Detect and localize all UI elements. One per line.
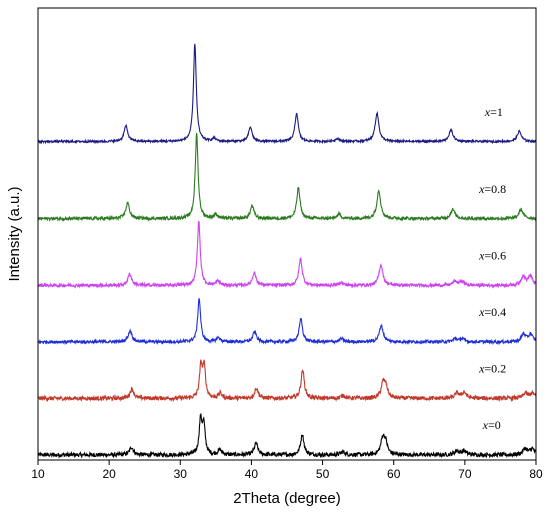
plot-frame <box>37 7 537 461</box>
series-line-1 <box>37 359 537 403</box>
series-label-value: =0.2 <box>484 362 506 376</box>
series-labels: x=0x=0.2x=0.4x=0.6x=0.8x=1 <box>478 105 506 432</box>
series-label-value: =0.8 <box>484 182 506 196</box>
x-tick-label: 10 <box>31 467 45 481</box>
series-line-2 <box>37 298 537 346</box>
series-label-var: x <box>478 305 485 319</box>
series-label-var: x <box>484 105 491 119</box>
series-label-5: x=1 <box>484 105 503 119</box>
series-line-3 <box>37 220 537 289</box>
x-tick-label: 70 <box>458 467 472 481</box>
series-label-0: x=0 <box>482 418 501 432</box>
series-label-1: x=0.2 <box>478 362 506 376</box>
x-tick-label: 40 <box>245 467 259 481</box>
series-label-value: =0.6 <box>484 249 506 263</box>
y-axis-label: Intensity (a.u.) <box>6 186 23 281</box>
series-label-3: x=0.6 <box>478 249 506 263</box>
series-label-value: =0.4 <box>484 305 506 319</box>
x-tick-label: 60 <box>387 467 401 481</box>
series-label-var: x <box>478 249 485 263</box>
series-label-value: =1 <box>490 105 503 119</box>
x-tick-label: 50 <box>316 467 330 481</box>
x-tick-label: 80 <box>529 467 543 481</box>
series-label-var: x <box>482 418 489 432</box>
series-line-4 <box>37 132 537 223</box>
series-label-var: x <box>478 362 485 376</box>
x-axis-ticks: 10 20 30 40 50 60 70 80 <box>31 460 543 481</box>
x-axis-label: 2Theta (degree) <box>233 490 341 507</box>
series-label-4: x=0.8 <box>478 182 506 196</box>
series-label-value: =0 <box>488 418 501 432</box>
x-tick-label: 20 <box>102 467 116 481</box>
x-tick-label: 30 <box>174 467 188 481</box>
series-line-5 <box>37 43 537 145</box>
plot-traces <box>37 43 537 459</box>
series-label-2: x=0.4 <box>478 305 506 319</box>
series-label-var: x <box>478 182 485 196</box>
series-line-0 <box>37 413 537 459</box>
